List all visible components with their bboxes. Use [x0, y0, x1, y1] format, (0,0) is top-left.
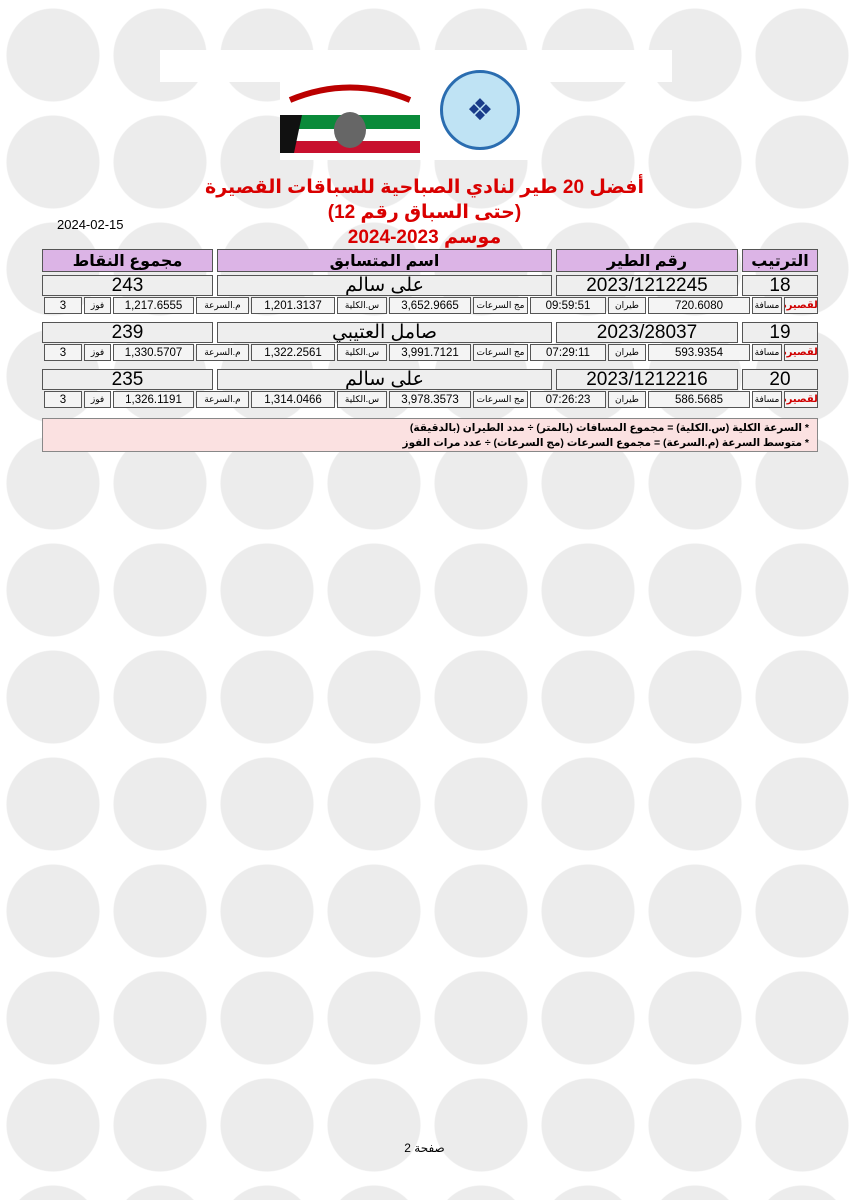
value-distance: 720.6080	[648, 297, 750, 314]
value-speed-sum: 3,991.7121	[389, 344, 471, 361]
label-avg-speed: م.السرعة	[196, 344, 249, 361]
cell-rank: 20	[742, 369, 818, 390]
label-avg-speed: م.السرعة	[196, 391, 249, 408]
label-flight: طيران	[608, 297, 646, 314]
cell-competitor: صامل العتيبي	[217, 322, 552, 343]
value-flight: 07:26:23	[530, 391, 606, 408]
label-wins: فوز	[84, 391, 111, 408]
cell-bird-number: 2023/28037	[556, 322, 738, 343]
label-total-speed: س.الكلية	[337, 391, 387, 408]
value-wins: 3	[44, 391, 82, 408]
value-avg-speed: 1,326.1191	[113, 391, 194, 408]
cell-competitor: على سالم	[217, 369, 552, 390]
label-wins: فوز	[84, 344, 111, 361]
value-distance: 586.5685	[648, 391, 750, 408]
page-subtitle: (حتى السباق رقم 12)	[327, 202, 522, 223]
header-competitor: اسم المتسابق	[217, 249, 552, 272]
cell-rank: 19	[742, 322, 818, 343]
page-title: أفضل 20 طير لنادي الصباحية للسباقات القص…	[205, 177, 644, 198]
value-distance: 593.9354	[648, 344, 750, 361]
page-number: صفحة 2	[404, 1141, 445, 1155]
logos: ❖	[280, 60, 530, 160]
value-avg-speed: 1,330.5707	[113, 344, 194, 361]
value-flight: 07:29:11	[530, 344, 606, 361]
value-wins: 3	[44, 344, 82, 361]
season-label: موسم 2023-2024	[347, 227, 502, 248]
note-total-speed: * السرعة الكلية (س.الكلية) = مجموع المسا…	[409, 422, 809, 434]
cell-total-points: 239	[42, 322, 213, 343]
notes-box: * السرعة الكلية (س.الكلية) = مجموع المسا…	[42, 418, 818, 452]
value-avg-speed: 1,217.6555	[113, 297, 194, 314]
report-date: 2024-02-15	[57, 217, 124, 232]
label-speed-sum: مج السرعات	[473, 297, 528, 314]
value-speed-sum: 3,652.9665	[389, 297, 471, 314]
kuwait-racing-pigeon-club-logo	[280, 84, 420, 153]
value-wins: 3	[44, 297, 82, 314]
label-total-speed: س.الكلية	[337, 297, 387, 314]
header-total-points: مجموع النقاط	[42, 249, 213, 272]
header-rank: الترتيب	[742, 249, 818, 272]
label-distance: مسافة	[752, 297, 782, 314]
label-flight: طيران	[608, 391, 646, 408]
label-avg-speed: م.السرعة	[196, 297, 249, 314]
cell-total-points: 243	[42, 275, 213, 296]
label-category: القصيرة	[784, 391, 818, 408]
cell-total-points: 235	[42, 369, 213, 390]
label-speed-sum: مج السرعات	[473, 391, 528, 408]
cell-rank: 18	[742, 275, 818, 296]
label-distance: مسافة	[752, 344, 782, 361]
cell-competitor: على سالم	[217, 275, 552, 296]
cell-bird-number: 2023/1212245	[556, 275, 738, 296]
label-wins: فوز	[84, 297, 111, 314]
cell-bird-number: 2023/1212216	[556, 369, 738, 390]
value-total-speed: 1,314.0466	[251, 391, 335, 408]
label-speed-sum: مج السرعات	[473, 344, 528, 361]
label-category: القصيرة	[784, 344, 818, 361]
label-distance: مسافة	[752, 391, 782, 408]
value-flight: 09:59:51	[530, 297, 606, 314]
value-total-speed: 1,322.2561	[251, 344, 335, 361]
note-average-speed: * متوسط السرعة (م.السرعة) = مجموع السرعا…	[402, 437, 809, 449]
federation-logo-icon: ❖	[440, 70, 520, 150]
value-speed-sum: 3,978.3573	[389, 391, 471, 408]
label-flight: طيران	[608, 344, 646, 361]
label-total-speed: س.الكلية	[337, 344, 387, 361]
header-bird-number: رقم الطير	[556, 249, 738, 272]
value-total-speed: 1,201.3137	[251, 297, 335, 314]
label-category: القصيرة	[784, 297, 818, 314]
